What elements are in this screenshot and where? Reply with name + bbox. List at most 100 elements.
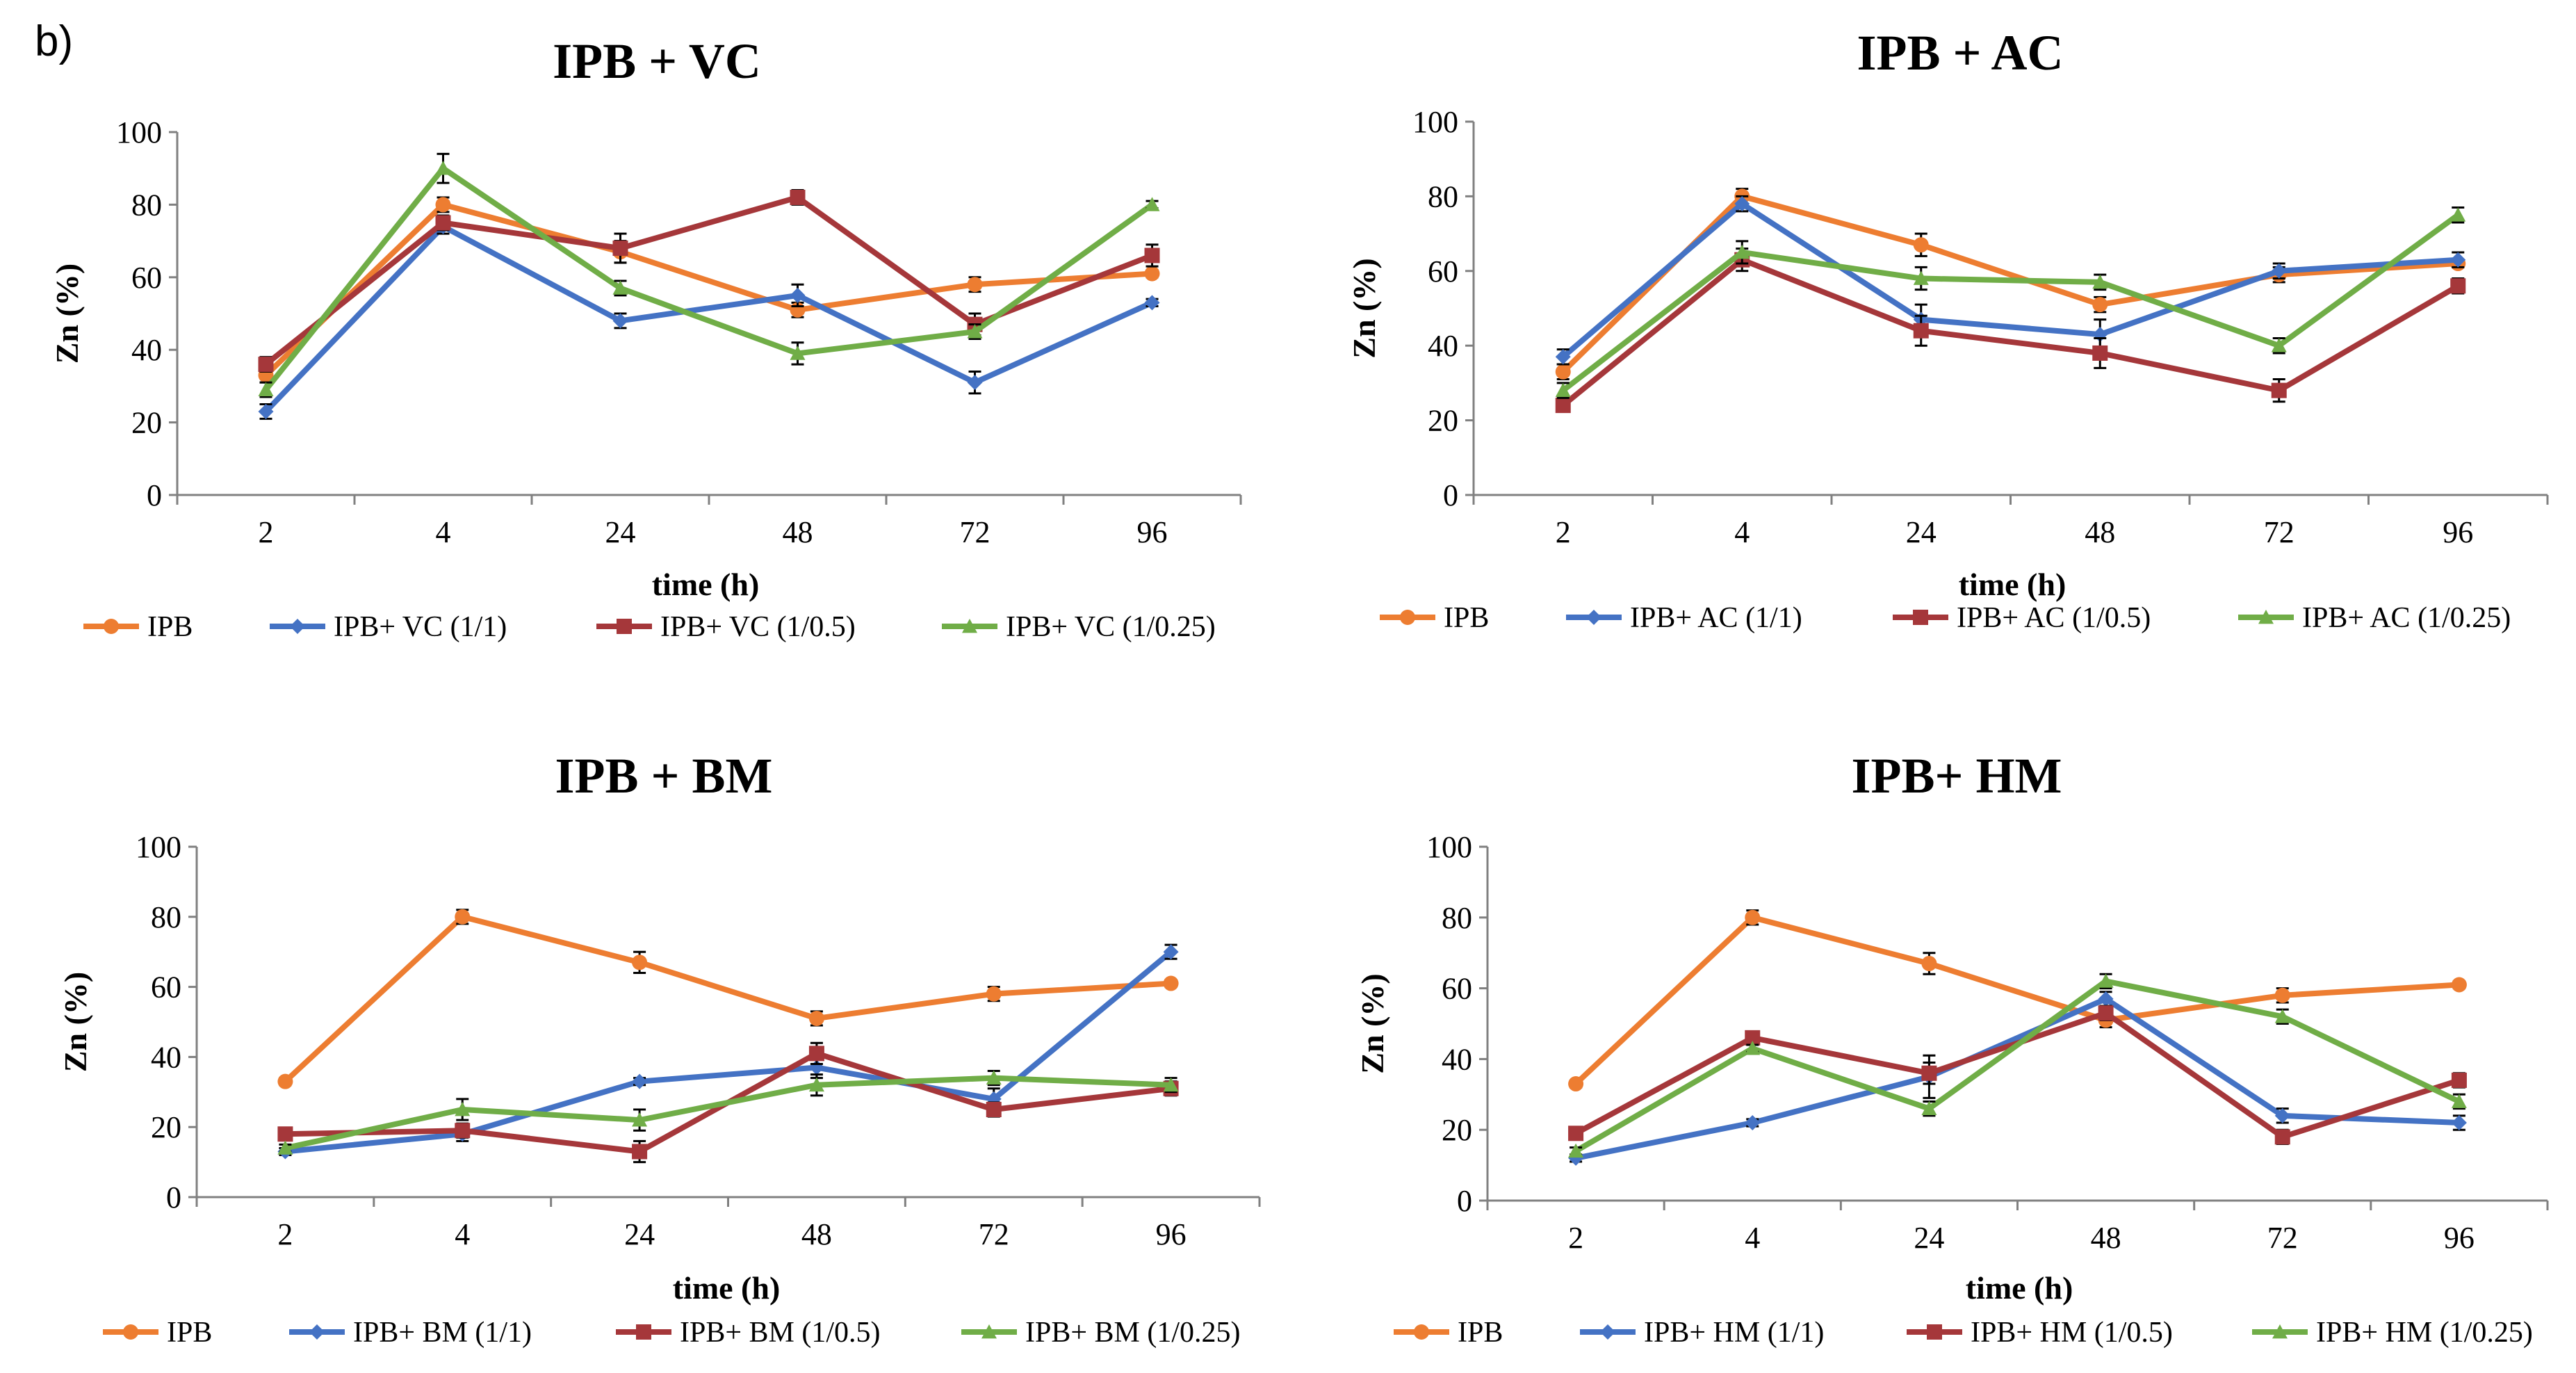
data-point: [632, 1144, 648, 1160]
y-tick-label: 20: [1442, 1113, 1472, 1147]
series-1: [1555, 188, 2466, 381]
data-point: [612, 280, 628, 295]
series-4: [1568, 973, 2467, 1158]
data-point: [612, 241, 628, 257]
data-point: [632, 1112, 648, 1127]
x-tick-label: 72: [979, 1217, 1009, 1251]
data-point: [2451, 1115, 2467, 1131]
data-point: [1734, 244, 1750, 259]
legend-label: IPB+ HM (1/0.25): [2316, 1317, 2533, 1349]
data-point: [1163, 1077, 1179, 1092]
data-point: [1555, 349, 1571, 365]
legend-swatch-marker: [617, 619, 632, 634]
x-tick-label: 4: [436, 515, 451, 549]
series-line: [1573, 996, 2462, 1161]
legend-label: IPB+ HM (1/1): [1644, 1317, 1824, 1349]
data-point: [2092, 345, 2108, 361]
legend: IPB IPB+ HM (1/1) IPB+ HM (1/0.5) IPB+ HM (…: [1394, 1317, 2533, 1349]
y-tick-label: 0: [166, 1180, 181, 1214]
data-point: [1745, 1115, 1761, 1131]
data-point: [1568, 1143, 1584, 1158]
x-axis-label: time (h): [1959, 567, 2066, 602]
legend-swatch-marker: [123, 1324, 138, 1340]
series-line: [1573, 978, 2462, 1154]
data-point: [1734, 196, 1750, 212]
data-point: [455, 1123, 471, 1139]
data-point: [2098, 1005, 2114, 1021]
data-point: [277, 1126, 293, 1142]
data-point: [2450, 278, 2466, 294]
x-tick-label: 96: [1156, 1217, 1187, 1251]
data-point: [1144, 266, 1160, 282]
x-tick-label: 48: [801, 1217, 832, 1251]
data-point: [435, 197, 451, 213]
y-tick-label: 100: [116, 115, 162, 149]
legend-item: IPB+ HM (1/1): [1580, 1317, 1824, 1349]
legend-item: IPB: [1394, 1317, 1503, 1349]
legend-item: IPB+ HM (1/0.5): [1907, 1317, 2173, 1349]
y-axis-label: Zn (%): [1346, 258, 1382, 358]
x-tick-label: 4: [1734, 515, 1750, 549]
y-tick-label: 40: [131, 333, 162, 367]
legend-swatch-marker: [981, 1324, 997, 1339]
x-tick-label: 24: [624, 1217, 655, 1251]
data-point: [2451, 1072, 2467, 1088]
series-line: [1560, 193, 2461, 375]
data-point: [2450, 207, 2466, 222]
y-tick-label: 100: [136, 830, 181, 864]
data-point: [2271, 382, 2287, 398]
x-tick-label: 96: [2443, 515, 2473, 549]
x-tick-label: 96: [1137, 515, 1168, 549]
legend-item: IPB+ BM (1/0.5): [616, 1317, 881, 1349]
data-point: [1555, 364, 1571, 380]
x-tick-label: 2: [1556, 515, 1571, 549]
y-axis-label: Zn (%): [49, 263, 85, 364]
data-point: [986, 1102, 1002, 1117]
legend-item: IPB+ HM (1/0.25): [2252, 1317, 2533, 1349]
data-point: [1921, 955, 1937, 971]
data-point: [612, 313, 628, 329]
y-tick-label: 20: [151, 1110, 181, 1144]
x-tick-label: 48: [2091, 1221, 2121, 1255]
series-2: [277, 943, 1179, 1160]
x-tick-label: 72: [2264, 515, 2294, 549]
x-tick-label: 24: [1906, 515, 1937, 549]
legend: IPB IPB+ AC (1/1) IPB+ AC (1/0.5) IPB+ AC (…: [1380, 602, 2511, 634]
data-point: [277, 1140, 293, 1155]
series-line: [282, 949, 1174, 1155]
data-point: [632, 954, 648, 970]
series-4: [277, 1070, 1179, 1155]
series-line: [263, 202, 1155, 378]
legend-item: IPB+ AC (1/0.5): [1893, 602, 2151, 634]
x-tick-label: 96: [2444, 1221, 2475, 1255]
data-point: [1555, 382, 1571, 397]
y-tick-label: 60: [1428, 254, 1458, 289]
y-tick-label: 60: [131, 261, 162, 295]
y-tick-label: 100: [1426, 830, 1472, 864]
legend-label: IPB+ AC (1/1): [1630, 602, 1802, 634]
legend-item: IPB+ VC (1/1): [270, 611, 507, 643]
y-tick-label: 80: [1428, 179, 1458, 213]
y-tick-label: 80: [1442, 901, 1472, 935]
data-point: [790, 287, 806, 303]
legend: IPB IPB+ BM (1/1) IPB+ BM (1/0.5) IPB+ BM (…: [103, 1317, 1241, 1349]
data-point: [258, 382, 274, 396]
data-point: [2274, 1009, 2290, 1023]
data-point: [808, 1010, 824, 1026]
data-point: [1163, 944, 1179, 960]
legend-label: IPB+ AC (1/0.25): [2302, 602, 2511, 634]
legend-label: IPB+ VC (1/1): [334, 611, 507, 643]
x-tick-label: 72: [2267, 1221, 2298, 1255]
data-point: [277, 1073, 293, 1089]
data-point: [808, 1077, 824, 1092]
x-tick-label: 48: [2085, 515, 2115, 549]
legend-label: IPB: [1458, 1317, 1503, 1349]
x-axis-label: time (h): [673, 1270, 781, 1306]
chart-title: IPB+ HM: [1851, 748, 2062, 804]
data-point: [455, 909, 471, 925]
data-point: [1913, 270, 1929, 285]
x-tick-label: 72: [960, 515, 991, 549]
y-tick-label: 0: [147, 478, 162, 512]
x-tick-label: 24: [1914, 1221, 1944, 1255]
